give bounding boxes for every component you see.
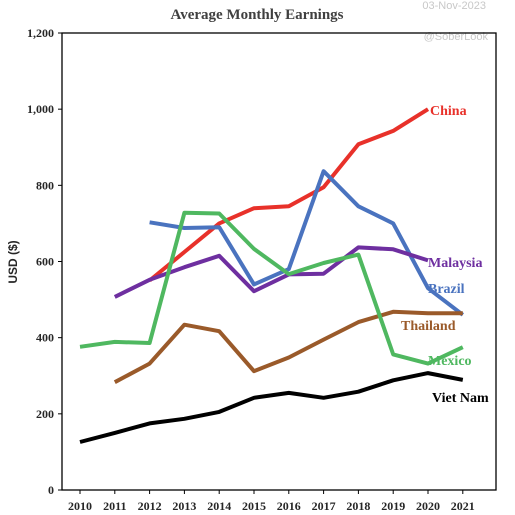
y-tick-label: 400 [36, 331, 54, 345]
series-label-malaysia: Malaysia [428, 256, 482, 271]
date-stamp: 03-Nov-2023 [422, 0, 486, 12]
x-tick-label: 2020 [416, 499, 440, 513]
x-tick-label: 2014 [207, 499, 231, 513]
series-label-brazil: Brazil [428, 282, 465, 297]
y-axis-label: USD ($) [6, 240, 20, 283]
y-tick-label: 200 [36, 407, 54, 421]
x-tick-label: 2013 [172, 499, 196, 513]
x-tick-label: 2017 [312, 499, 336, 513]
series-line-viet-nam [79, 371, 464, 444]
x-tick-label: 2015 [242, 499, 266, 513]
plot-area: 0 200 400 600 800 1,000 1,200 2010 2011 2012 2013 2… [27, 26, 497, 513]
x-tick-label: 2012 [138, 499, 162, 513]
y-tick-label: 600 [36, 255, 54, 269]
y-tick-label: 800 [36, 178, 54, 192]
y-tick-label: 1,000 [27, 102, 54, 116]
watermark: @SoberLook [424, 31, 489, 43]
series-line-mexico [79, 210, 464, 366]
y-tick-label: 1,200 [27, 26, 54, 40]
x-tick-label: 2019 [381, 499, 405, 513]
series-line-thailand [113, 309, 463, 384]
x-tick-label: 2011 [103, 499, 126, 513]
x-tick-label: 2016 [277, 499, 301, 513]
chart-title: Average Monthly Earnings [170, 7, 343, 23]
series-line-china [148, 107, 430, 283]
x-tick-label: 2010 [68, 499, 92, 513]
x-tick-label: 2021 [451, 499, 475, 513]
y-tick-label: 0 [48, 483, 54, 497]
series-label-mexico: Mexico [428, 354, 472, 369]
x-tick-label: 2018 [346, 499, 370, 513]
series-label-china: China [430, 104, 467, 119]
series-label-viet-nam: Viet Nam [432, 391, 489, 406]
series-label-thailand: Thailand [401, 319, 456, 334]
